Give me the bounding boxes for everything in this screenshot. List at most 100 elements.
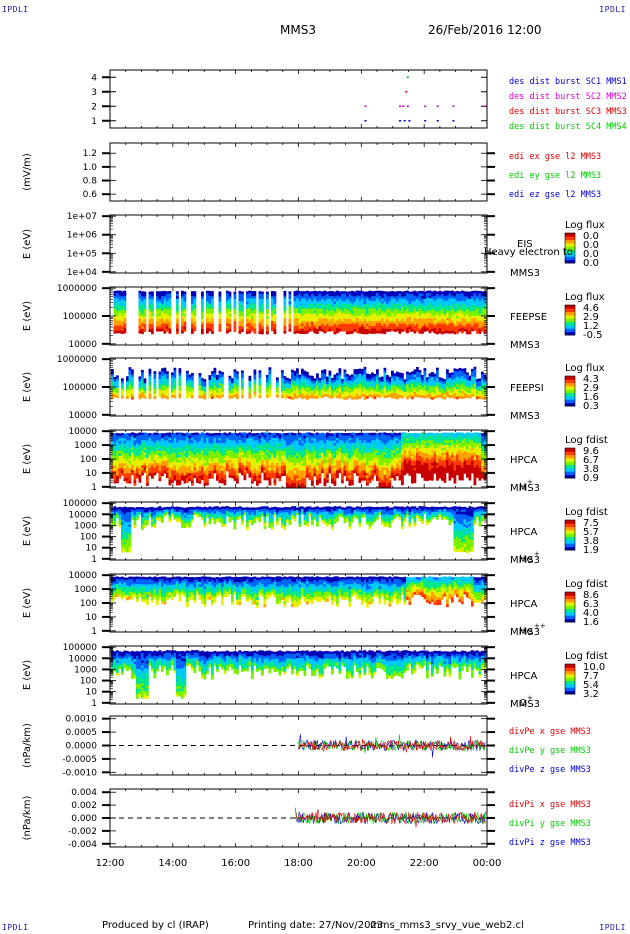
hpca-he-spectrogram: [111, 506, 487, 554]
feepse-instrument: FEEPSE: [510, 312, 547, 323]
des-dist-burst-point: [436, 119, 439, 122]
footer-printing-date: Printing date: 27/Nov/2023: [248, 920, 384, 931]
hpca-he2-colorbar-title: Log fdist: [565, 579, 608, 590]
hpca-h-colorbar-tick: 3.8: [583, 464, 599, 475]
feepse-colorbar-tick: -0.5: [583, 330, 603, 341]
time-axis-label: 16:00: [221, 858, 250, 869]
feepsi-colorbar-tick: 0.3: [583, 401, 599, 412]
feepse-ylabel: E (eV): [22, 301, 33, 331]
divpe-ytick-label: 0.0010: [66, 715, 98, 725]
edi-efield-ytick-label: 1.0: [83, 163, 98, 173]
hpca-he2-ytick-label: 100: [80, 599, 97, 609]
hpca-o-colorbar-title: Log fdist: [565, 651, 608, 662]
eis-colorbar-tick: 0.0: [583, 231, 599, 242]
des-dist-burst-point: [452, 105, 455, 108]
hpca-h-spectrogram: [111, 432, 487, 489]
feepse-spacecraft: MMS3: [510, 340, 540, 351]
des-dist-burst-point: [408, 119, 411, 122]
divpe-series-2: [298, 734, 486, 754]
des-dist-burst-legend-entry: des dist burst SC4 MMS4: [509, 122, 627, 132]
hpca-he2-colorbar-tick: 4.0: [583, 608, 599, 619]
corner-label-bottom-right: IPDLI: [599, 923, 626, 932]
hpca-he2-ylabel: E (eV): [22, 588, 33, 618]
feepse-ytick-label: 1000000: [57, 284, 97, 294]
hpca-he-colorbar-tick: 3.8: [583, 536, 599, 547]
edi-efield-ytick-label: 0.6: [83, 190, 98, 200]
des-dist-burst-point: [436, 105, 439, 108]
edi-efield-ylabel: (mV/m): [22, 153, 33, 191]
time-axis-label: 18:00: [284, 858, 313, 869]
hpca-he2-instrument: HPCA: [510, 599, 538, 610]
hpca-o-ytick-label: 1: [91, 699, 97, 709]
hpca-h-ytick-label: 10000: [68, 427, 97, 437]
hpca-o-spectrogram: [111, 650, 487, 699]
feepse-colorbar-tick: 1.2: [583, 321, 599, 332]
hpca-o-colorbar-tick: 10.0: [583, 662, 605, 673]
eis-ytick-label: 1e+07: [67, 212, 97, 222]
feepse-ytick-label: 100000: [63, 312, 98, 322]
des-dist-burst-point: [364, 119, 367, 122]
des-dist-burst-point: [405, 90, 408, 93]
des-dist-burst-legend-entry: des dist burst SC1 MMS1: [509, 77, 627, 87]
edi-efield-legend-entry: edi ey gse l2 MMS3: [509, 171, 601, 181]
eis-spacecraft: MMS3: [510, 268, 540, 279]
des-dist-burst-series-4: [406, 76, 409, 79]
eis-ylabel: E (eV): [22, 229, 33, 259]
hpca-h-ytick-label: 100: [80, 455, 97, 465]
edi-efield-frame: [109, 142, 488, 202]
hpca-he2-colorbar-tick: 1.6: [583, 617, 599, 628]
hpca-o-ytick-label: 100000: [63, 643, 98, 653]
eis-ytick-label: 1e+04: [67, 268, 98, 278]
divpe-legend-entry: divPe x gse MMS3: [509, 727, 591, 737]
feepse-colorbar-title: Log flux: [565, 292, 605, 303]
hpca-h-ylabel: E (eV): [22, 444, 33, 474]
hpca-o-colorbar-tick: 5.4: [583, 680, 599, 691]
hpca-he-ytick-label: 100: [80, 533, 97, 543]
eis-ytick-label: 1e+06: [67, 231, 98, 241]
des-dist-burst-series-2: [364, 105, 486, 108]
hpca-he2-spacecraft: MMS3: [510, 627, 540, 638]
hpca-he2-species: He: [519, 626, 533, 637]
time-axis-label: 14:00: [158, 858, 187, 869]
eis-ytick-label: 1e+05: [67, 249, 97, 259]
des-dist-burst-ytick-label: 4: [91, 73, 97, 83]
time-axis-label: 22:00: [410, 858, 439, 869]
hpca-he2-ytick-label: 1000: [74, 585, 97, 595]
divpe-series-3: [298, 734, 486, 758]
des-dist-burst-point: [402, 105, 405, 108]
divpi-legend-entry: divPi y gse MMS3: [509, 819, 591, 829]
hpca-he-ytick-label: 1: [91, 555, 97, 565]
des-dist-burst-ytick-label: 2: [91, 102, 97, 112]
divpi-legend-entry: divPi x gse MMS3: [509, 800, 591, 810]
time-axis-label: 12:00: [96, 858, 125, 869]
edi-efield-legend-entry: edi ex gse l2 MMS3: [509, 152, 601, 162]
des-dist-burst-legend-entry: des dist burst SC2 MMS2: [509, 92, 627, 102]
divpi-series-2: [295, 811, 486, 825]
hpca-h-ytick-label: 10: [86, 469, 98, 479]
des-dist-burst-series-3: [405, 90, 408, 93]
footer-produced-by: Produced by cl (IRAP): [102, 920, 209, 931]
divpe-ytick-label: 0.0000: [66, 742, 98, 752]
time-axis-label: 00:00: [473, 858, 502, 869]
hpca-o-ytick-label: 10: [86, 688, 98, 698]
feepse-colorbar-tick: 2.9: [583, 312, 599, 323]
hpca-h-colorbar-tick: 6.7: [583, 455, 599, 466]
hpca-h-species: H: [519, 482, 527, 493]
hpca-he2-ytick-label: 10000: [68, 571, 97, 581]
hpca-he2-ytick-label: 1: [91, 627, 97, 637]
feepsi-ytick-label: 10000: [68, 411, 97, 421]
hpca-he-spacecraft: MMS3: [510, 555, 540, 566]
edi-efield-legend-entry: edi ez gse l2 MMS3: [509, 190, 601, 200]
eis-colorbar-tick: 0.0: [583, 258, 599, 269]
hpca-o-colorbar-tick: 3.2: [583, 689, 599, 700]
eis-colorbar-title: Log flux: [565, 220, 605, 231]
hpca-he2-ytick-label: 10: [86, 613, 98, 623]
divpi-ytick-label: -0.004: [68, 840, 97, 850]
divpi-ytick-label: 0.002: [71, 801, 97, 811]
